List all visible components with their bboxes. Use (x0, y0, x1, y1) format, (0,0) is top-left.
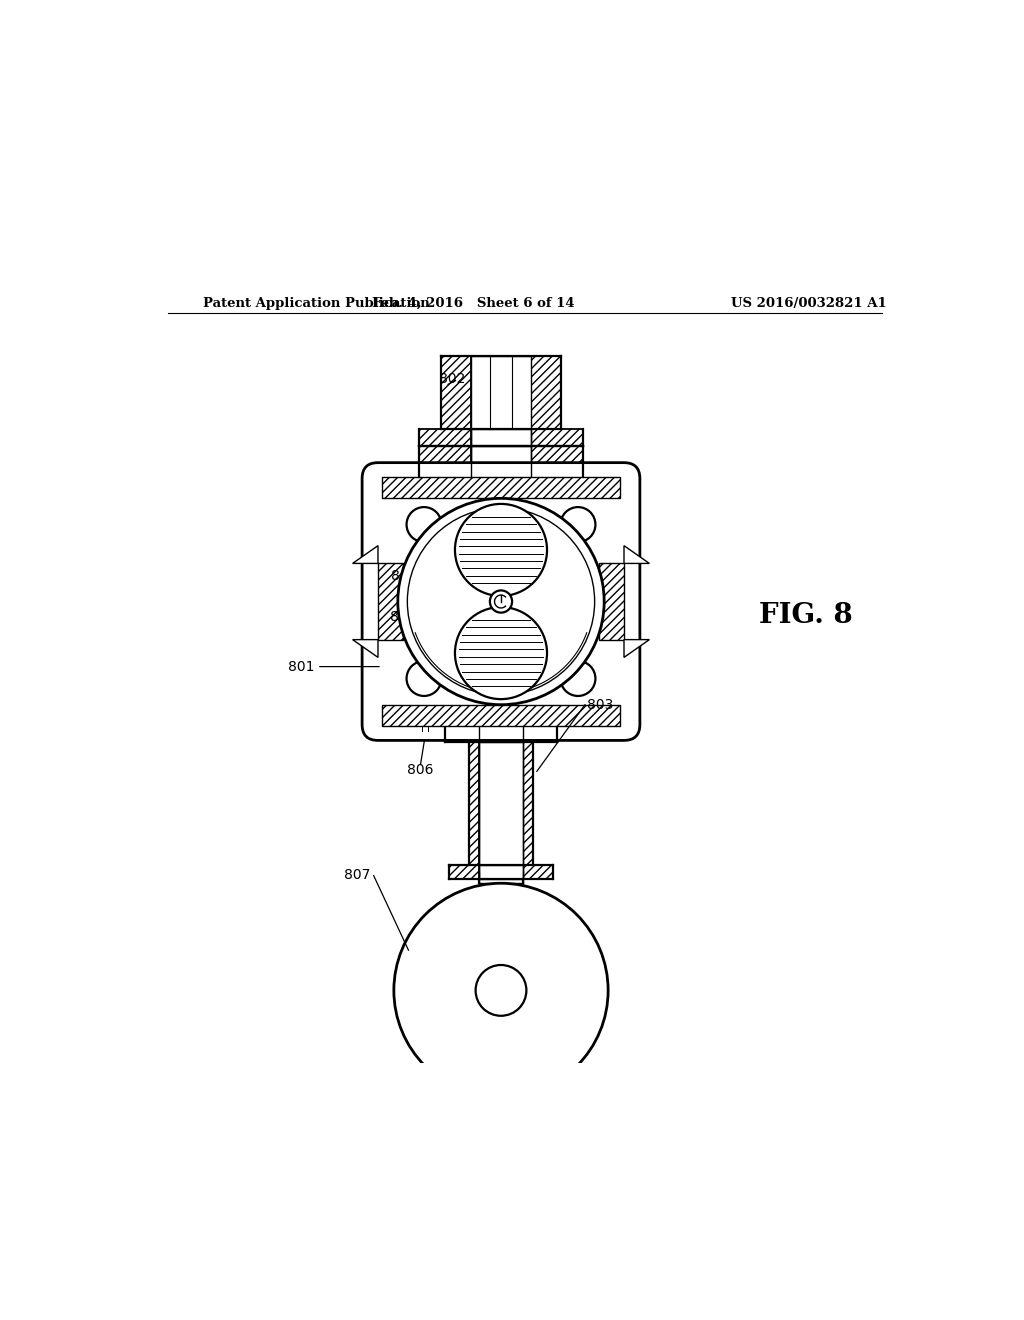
Polygon shape (471, 446, 531, 479)
Circle shape (407, 507, 441, 543)
Polygon shape (352, 545, 378, 564)
Polygon shape (437, 718, 447, 729)
Text: US 2016/0032821 A1: US 2016/0032821 A1 (731, 297, 887, 310)
Polygon shape (450, 865, 479, 879)
Polygon shape (523, 725, 557, 742)
Polygon shape (471, 429, 531, 446)
Circle shape (407, 661, 441, 696)
Circle shape (394, 883, 608, 1097)
FancyBboxPatch shape (362, 462, 640, 741)
Polygon shape (624, 545, 649, 564)
Polygon shape (469, 742, 479, 865)
Polygon shape (624, 640, 649, 657)
Polygon shape (382, 705, 620, 726)
Polygon shape (523, 865, 553, 879)
Text: 807: 807 (344, 867, 370, 882)
Polygon shape (382, 477, 620, 498)
Text: 803: 803 (587, 698, 613, 711)
Polygon shape (531, 355, 560, 429)
Polygon shape (445, 725, 479, 742)
Polygon shape (523, 742, 532, 865)
Circle shape (475, 965, 526, 1016)
Circle shape (560, 661, 595, 696)
Polygon shape (416, 717, 447, 731)
Text: 805: 805 (390, 610, 416, 623)
Text: FIG. 8: FIG. 8 (759, 602, 853, 628)
Circle shape (489, 590, 512, 612)
Text: 801: 801 (288, 660, 314, 673)
Polygon shape (471, 355, 531, 429)
Polygon shape (419, 446, 471, 479)
Polygon shape (599, 564, 624, 640)
Polygon shape (479, 725, 523, 742)
Polygon shape (352, 640, 378, 657)
Text: 804: 804 (391, 569, 418, 583)
Polygon shape (378, 564, 403, 640)
Text: 802: 802 (439, 372, 466, 387)
Polygon shape (531, 446, 583, 479)
Polygon shape (479, 865, 523, 879)
Text: 806: 806 (408, 763, 434, 776)
Circle shape (455, 607, 547, 700)
Circle shape (560, 507, 595, 543)
Text: Feb. 4, 2016   Sheet 6 of 14: Feb. 4, 2016 Sheet 6 of 14 (372, 297, 574, 310)
Circle shape (397, 499, 604, 705)
Circle shape (455, 504, 547, 595)
Polygon shape (479, 879, 523, 883)
Polygon shape (479, 742, 523, 865)
Text: Patent Application Publication: Patent Application Publication (204, 297, 430, 310)
Polygon shape (419, 429, 471, 446)
Polygon shape (441, 355, 471, 429)
Polygon shape (531, 429, 583, 446)
